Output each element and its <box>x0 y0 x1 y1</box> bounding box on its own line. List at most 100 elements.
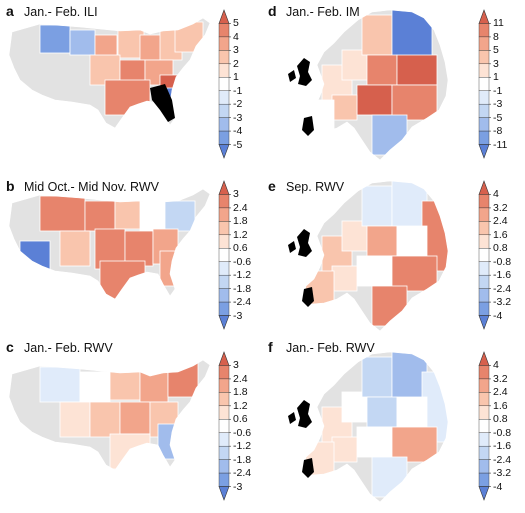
colorbar-tick-label: 3 <box>233 188 239 201</box>
region-4 <box>366 54 398 86</box>
map-outline <box>8 359 211 471</box>
region-3 <box>391 352 428 403</box>
region-6 <box>89 401 121 438</box>
region-0 <box>39 195 86 232</box>
colorbar-step <box>478 63 490 78</box>
ireland-region <box>288 70 296 82</box>
colorbar-step <box>218 221 230 236</box>
panel-letter: e <box>268 178 276 194</box>
region-3 <box>139 200 166 232</box>
colorbar-tick-label: -3 <box>233 111 243 124</box>
region-6 <box>396 225 428 257</box>
region-5 <box>59 401 91 438</box>
colorbar-step <box>218 248 230 262</box>
choropleth-regions <box>304 181 448 331</box>
colorbar-tick-label: 0.6 <box>233 413 248 426</box>
region-0 <box>39 24 71 54</box>
colorbar-min-arrow <box>218 486 230 501</box>
colorbar-step <box>478 234 490 249</box>
colorbar-tick-label: 4 <box>493 359 499 372</box>
colorbar-tick-label: -1.6 <box>493 440 512 453</box>
colorbar-tick-label: -0.6 <box>233 426 252 439</box>
uk-region <box>297 229 312 257</box>
colorbar-tick-label: -5 <box>233 138 243 151</box>
region-3 <box>391 10 433 61</box>
map-svg <box>8 9 231 159</box>
colorbar-tick-label: 1.6 <box>493 228 508 241</box>
region-8 <box>371 114 408 156</box>
map-svg <box>8 180 231 330</box>
colorbar-tick-label: -1.2 <box>233 269 252 282</box>
colorbar-tick-label: -1 <box>233 84 243 97</box>
colorbar-step <box>478 90 490 105</box>
colorbar-step <box>478 103 490 118</box>
colorbar-tick-label: -1.2 <box>233 440 252 453</box>
region-11 <box>159 250 191 287</box>
panel-title: Jan.- Feb. IM <box>286 5 360 19</box>
colorbar-tick-label: 3 <box>233 44 239 57</box>
colorbar <box>218 351 231 501</box>
colorbar-tick-label: -11 <box>493 138 508 151</box>
colorbar-tick-label: 2.4 <box>233 201 248 214</box>
region-10 <box>331 265 358 292</box>
region-9 <box>331 94 358 121</box>
colorbar-step <box>218 130 230 145</box>
region-6 <box>59 230 91 267</box>
colorbar-step <box>478 288 490 303</box>
colorbar-tick-label: 8 <box>493 30 499 43</box>
region-1 <box>79 371 111 403</box>
region-2 <box>361 356 393 398</box>
colorbar <box>218 180 231 330</box>
colorbar-step <box>218 261 230 276</box>
colorbar-max-arrow <box>478 9 490 24</box>
panel-title: Sep. RWV <box>286 180 345 194</box>
colorbar-step <box>478 117 490 132</box>
colorbar <box>478 351 491 501</box>
colorbar-tick-label: 3 <box>493 57 499 70</box>
colorbar-tick-label: -4 <box>493 480 503 493</box>
colorbar-step <box>478 392 490 407</box>
region-4 <box>167 361 199 398</box>
colorbar-max-arrow <box>218 9 230 24</box>
colorbar-step <box>218 378 230 393</box>
colorbar-tick-label: -4 <box>493 309 503 322</box>
colorbar-tick-label: -1 <box>493 84 503 97</box>
region-1 <box>84 200 116 232</box>
colorbar-step <box>218 23 230 38</box>
colorbar-step <box>478 405 490 420</box>
colorbar-tick-label: 1.8 <box>233 386 248 399</box>
colorbar-step <box>218 234 230 249</box>
choropleth-regions <box>304 10 448 160</box>
colorbar-tick-label: -2.4 <box>493 453 512 466</box>
region-9 <box>371 456 408 498</box>
colorbar-tick-label: -2.4 <box>233 467 252 480</box>
map-svg <box>288 9 491 161</box>
colorbar-tick-label: 5 <box>493 44 499 57</box>
region-8 <box>391 426 438 463</box>
region-6 <box>174 21 204 53</box>
colorbar-tick-label: 2.4 <box>493 215 508 228</box>
colorbar <box>478 180 491 330</box>
colorbar-step <box>478 261 490 276</box>
colorbar-step <box>478 419 490 433</box>
region-10 <box>104 79 151 116</box>
region-2 <box>109 369 141 401</box>
colorbar-step <box>478 445 490 460</box>
map-svg <box>288 180 491 332</box>
colorbar-step <box>218 50 230 65</box>
panel-f: f Jan.- Feb. RWV 4 3.2 2.4 1.6 0.8 -0.8 -1.6 -2… <box>262 339 525 513</box>
map-outline <box>8 188 211 300</box>
colorbar-min-arrow <box>478 486 490 501</box>
colorbar-tick-label: -2.4 <box>493 282 512 295</box>
region-6 <box>396 396 428 428</box>
region-2 <box>361 185 393 227</box>
colorbar-step <box>478 472 490 487</box>
ireland-region <box>288 412 296 424</box>
colorbar-tick-label: -3 <box>493 98 503 111</box>
colorbar-step <box>218 117 230 132</box>
colorbar-tick-label: 1.6 <box>493 399 508 412</box>
portugal-region <box>302 458 314 478</box>
colorbar-tick-label: -1.6 <box>493 269 512 282</box>
panel-letter: c <box>6 339 14 355</box>
colorbar-max-arrow <box>478 180 490 195</box>
